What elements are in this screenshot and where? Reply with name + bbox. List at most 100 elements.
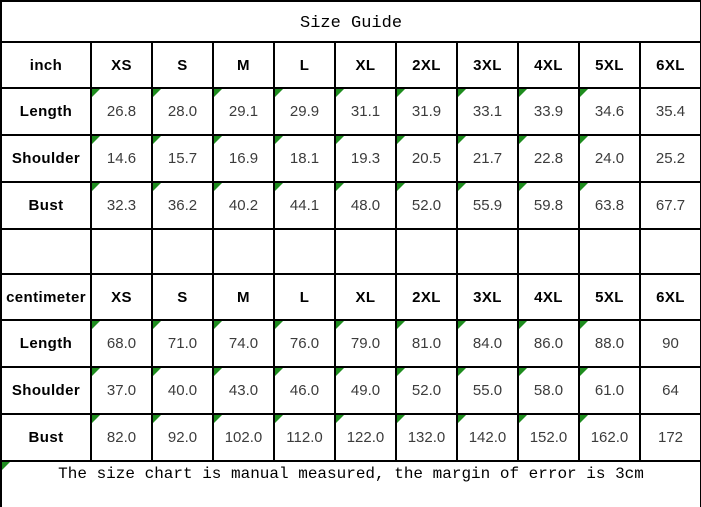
size-column-header: 6XL xyxy=(638,273,701,321)
corner-triangle-icon xyxy=(337,369,344,376)
size-value: 67.7 xyxy=(655,197,686,214)
corner-triangle-icon xyxy=(154,184,161,191)
size-value-cell: 40.0 xyxy=(151,366,214,415)
size-column-header: M xyxy=(212,273,275,321)
size-value-cell: 55.9 xyxy=(456,181,519,230)
measurement-row: Bust 32.3 36.2 40.2 44.1 48.0 52.0 55.9 59.8 63.8… xyxy=(0,181,701,230)
size-value-cell: 29.1 xyxy=(212,87,275,136)
empty-cell xyxy=(517,228,580,275)
size-value: 86.0 xyxy=(533,335,564,352)
size-value-cell: 19.3 xyxy=(334,134,397,183)
corner-triangle-icon xyxy=(581,90,588,97)
corner-triangle-icon xyxy=(459,137,466,144)
size-value: 71.0 xyxy=(167,335,198,352)
row-label: Shoulder xyxy=(0,134,92,183)
corner-triangle-icon xyxy=(581,137,588,144)
corner-triangle-icon xyxy=(337,90,344,97)
size-value-cell: 84.0 xyxy=(456,319,519,368)
size-value: 61.0 xyxy=(594,382,625,399)
size-value-cell: 36.2 xyxy=(151,181,214,230)
corner-triangle-icon xyxy=(93,184,100,191)
corner-triangle-icon xyxy=(154,369,161,376)
size-value-cell: 86.0 xyxy=(517,319,580,368)
size-value: 19.3 xyxy=(350,150,381,167)
size-value-cell: 52.0 xyxy=(395,366,458,415)
size-value: 76.0 xyxy=(289,335,320,352)
corner-triangle-icon xyxy=(154,416,161,423)
size-value: 122.0 xyxy=(346,429,385,446)
size-value: 46.0 xyxy=(289,382,320,399)
size-value-cell: 112.0 xyxy=(273,413,336,462)
size-value-cell: 172 xyxy=(638,413,701,462)
title-row: Size Guide xyxy=(0,0,701,43)
size-value-cell: 28.0 xyxy=(151,87,214,136)
size-value-cell: 61.0 xyxy=(578,366,641,415)
corner-triangle-icon xyxy=(93,416,100,423)
corner-triangle-icon xyxy=(581,369,588,376)
row-label: Length xyxy=(0,319,92,368)
footer-note: The size chart is manual measured, the m… xyxy=(58,465,644,483)
empty-cell xyxy=(334,228,397,275)
size-value-cell: 24.0 xyxy=(578,134,641,183)
size-header-row-centimeter: centimeter XS S M L XL 2XL 3XL 4XL 5XL 6XL xyxy=(0,273,701,321)
size-value-cell: 21.7 xyxy=(456,134,519,183)
size-value-cell: 31.1 xyxy=(334,87,397,136)
size-value: 28.0 xyxy=(167,103,198,120)
corner-triangle-icon xyxy=(398,90,405,97)
size-value: 63.8 xyxy=(594,197,625,214)
size-column-header: 2XL xyxy=(395,41,458,89)
measurement-row: Length 68.0 71.0 74.0 76.0 79.0 81.0 84.0 86.0 88… xyxy=(0,319,701,368)
row-label: Length xyxy=(0,87,92,136)
corner-triangle-icon xyxy=(154,137,161,144)
size-value-cell: 142.0 xyxy=(456,413,519,462)
size-value-cell: 40.2 xyxy=(212,181,275,230)
corner-triangle-icon xyxy=(520,184,527,191)
size-value-cell: 14.6 xyxy=(90,134,153,183)
measurement-row: Length 26.8 28.0 29.1 29.9 31.1 31.9 33.1 33.9 34… xyxy=(0,87,701,136)
corner-triangle-icon xyxy=(93,137,100,144)
corner-triangle-icon xyxy=(215,90,222,97)
footer-row: The size chart is manual measured, the m… xyxy=(0,460,701,507)
size-value: 112.0 xyxy=(286,429,323,446)
size-value: 33.9 xyxy=(533,103,564,120)
empty-cell xyxy=(90,228,153,275)
corner-triangle-icon xyxy=(154,322,161,329)
size-column-header: 6XL xyxy=(638,41,701,89)
corner-triangle-icon xyxy=(520,369,527,376)
size-value-cell: 33.9 xyxy=(517,87,580,136)
size-value-cell: 67.7 xyxy=(638,181,701,230)
empty-cell xyxy=(578,228,641,275)
size-column-header: XS xyxy=(90,41,153,89)
empty-cell xyxy=(456,228,519,275)
corner-triangle-icon xyxy=(276,416,283,423)
size-value: 14.6 xyxy=(106,150,137,167)
corner-triangle-icon xyxy=(398,322,405,329)
measurement-row: Bust 82.0 92.0 102.0 112.0 122.0 132.0 142.0 152… xyxy=(0,413,701,462)
size-value-cell: 68.0 xyxy=(90,319,153,368)
corner-triangle-icon xyxy=(276,90,283,97)
size-value: 64 xyxy=(662,382,679,399)
size-value: 33.1 xyxy=(472,103,503,120)
size-value-cell: 33.1 xyxy=(456,87,519,136)
size-value-cell: 48.0 xyxy=(334,181,397,230)
spacer-row xyxy=(0,228,701,275)
size-value-cell: 15.7 xyxy=(151,134,214,183)
size-column-header: 5XL xyxy=(578,41,641,89)
empty-cell xyxy=(212,228,275,275)
size-value-cell: 64 xyxy=(638,366,701,415)
row-label: Bust xyxy=(0,413,92,462)
empty-cell xyxy=(395,228,458,275)
size-value: 34.6 xyxy=(594,103,625,120)
row-label: Shoulder xyxy=(0,366,92,415)
corner-triangle-icon xyxy=(215,416,222,423)
corner-triangle-icon xyxy=(337,137,344,144)
size-value: 40.0 xyxy=(167,382,198,399)
footer-note-cell: The size chart is manual measured, the m… xyxy=(0,460,701,507)
size-column-header: S xyxy=(151,41,214,89)
size-value-cell: 22.8 xyxy=(517,134,580,183)
empty-cell xyxy=(273,228,336,275)
size-column-header: XL xyxy=(334,273,397,321)
corner-triangle-icon xyxy=(154,90,161,97)
corner-triangle-icon xyxy=(459,322,466,329)
empty-cell xyxy=(638,228,701,275)
